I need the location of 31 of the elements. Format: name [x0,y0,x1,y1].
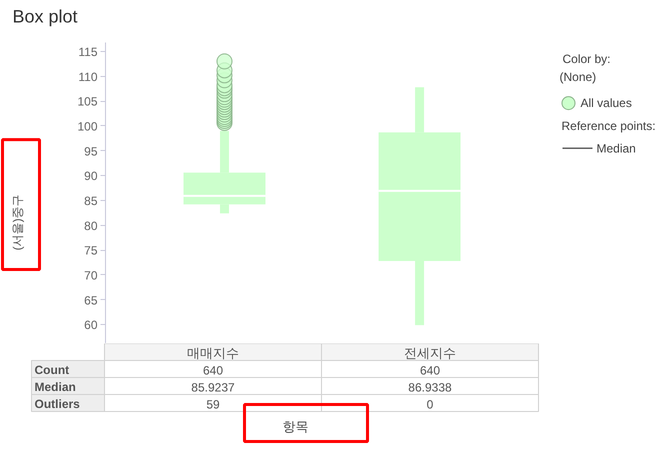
y-tick-label: 70 [84,268,98,282]
x-tick-label: 전세지수 [404,346,456,360]
category-label: Median [34,380,76,394]
y-tick-label: 105 [77,94,98,109]
data-label: 640 [420,364,440,378]
annotation: (None) [560,70,596,84]
data-label: 640 [202,364,224,378]
y-tick-label: 115 [78,44,98,59]
data-label: 0 [426,398,434,412]
annotation: Median [596,141,636,156]
y-axis-title: (서울)중구 [10,194,24,250]
y-tick-label: 100 [77,119,98,134]
y-tick-label: 110 [78,70,98,84]
annotation: Reference points: [562,119,656,134]
data-label: 59 [206,398,220,412]
legend-title: Color by: [562,52,611,66]
x-axis-title: 항목 [282,419,308,434]
category-label: Count [34,363,70,377]
x-tick-label: 매매지수 [187,346,239,360]
y-tick-label: 95 [84,144,98,158]
y-tick-label: 85 [84,194,98,208]
chart-title: Box plot [12,6,78,26]
y-tick-label: 60 [84,318,98,332]
data-label: 86.9338 [408,380,452,394]
y-tick-label: 65 [84,293,98,308]
y-tick-label: 80 [84,218,98,233]
y-tick-label: 75 [84,244,98,258]
y-tick-label: 90 [84,169,98,184]
category-label: Outliers [34,397,80,411]
data-label: 85.9237 [191,380,236,394]
legend-label: All values [580,96,632,110]
